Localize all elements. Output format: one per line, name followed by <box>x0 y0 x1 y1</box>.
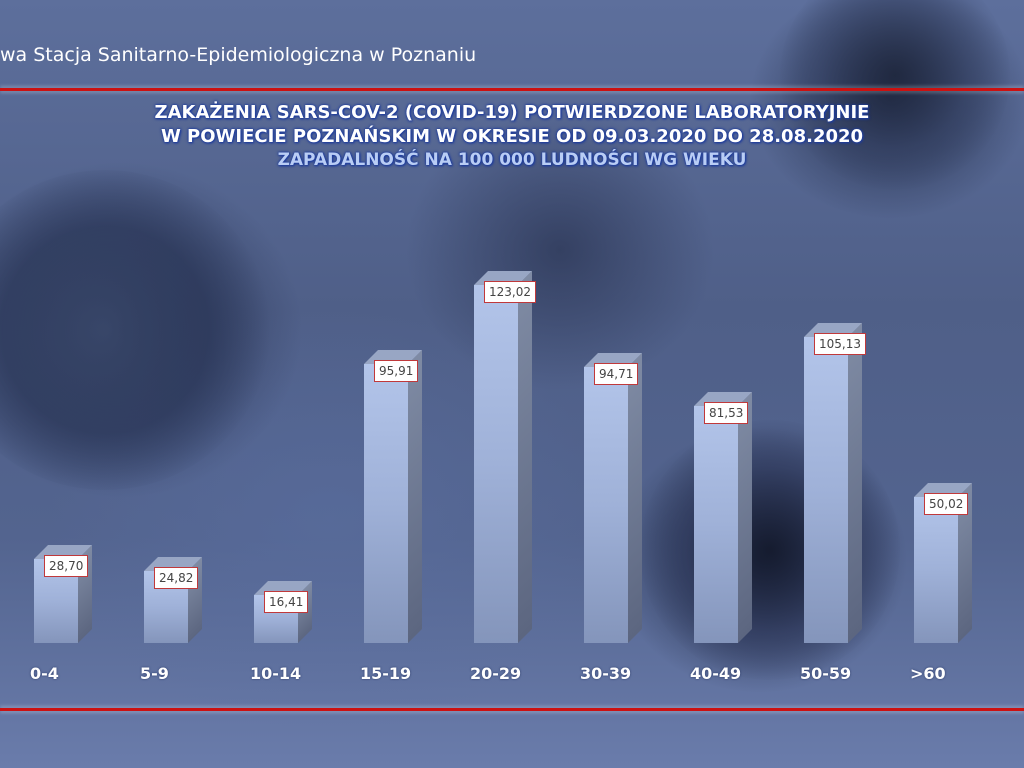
value-label: 95,91 <box>374 360 419 382</box>
bottom-red-rule <box>0 708 1024 711</box>
category-label: 10-14 <box>250 664 302 683</box>
category-label: >60 <box>910 664 946 683</box>
institution-name: wa Stacja Sanitarno-Epidemiologiczna w P… <box>0 44 477 66</box>
value-label: 50,02 <box>924 493 969 515</box>
value-label: 94,71 <box>594 363 639 385</box>
bar-50-59 <box>804 323 864 643</box>
bar-front-face <box>694 406 738 643</box>
bar-side-face <box>738 392 752 643</box>
bar-40-49 <box>694 392 754 643</box>
bar-gt60 <box>914 483 974 643</box>
bar-front-face <box>584 367 628 643</box>
chart-title-line-2: W POWIECIE POZNAŃSKIM W OKRESIE OD 09.03… <box>160 126 864 147</box>
bar-20-29 <box>474 271 534 643</box>
value-label: 123,02 <box>484 281 536 303</box>
value-label: 28,70 <box>44 555 89 577</box>
category-label: 5-9 <box>140 664 169 683</box>
bar-30-39 <box>584 353 644 643</box>
bar-front-face <box>364 364 408 643</box>
bar-front-face <box>914 497 958 643</box>
bar-front-face <box>474 285 518 643</box>
value-label: 81,53 <box>704 402 749 424</box>
virus-background-image-left <box>0 170 270 490</box>
value-label: 105,13 <box>814 333 866 355</box>
value-label: 24,82 <box>154 567 199 589</box>
category-label: 0-4 <box>30 664 59 683</box>
category-label: 20-29 <box>470 664 522 683</box>
bar-side-face <box>408 350 422 643</box>
bar-15-19 <box>364 350 424 643</box>
category-label: 15-19 <box>360 664 412 683</box>
category-label: 30-39 <box>580 664 632 683</box>
bar-side-face <box>848 323 862 643</box>
bar-side-face <box>518 271 532 643</box>
bar-side-face <box>628 353 642 643</box>
chart-title-line-1: ZAKAŻENIA SARS-COV-2 (COVID-19) POTWIERD… <box>154 102 870 123</box>
category-label: 50-59 <box>800 664 852 683</box>
category-label: 40-49 <box>690 664 742 683</box>
chart-subtitle: ZAPADALNOŚĆ NA 100 000 LUDNOŚCI WG WIEKU <box>277 150 747 170</box>
value-label: 16,41 <box>264 591 309 613</box>
top-red-rule <box>0 88 1024 91</box>
bar-front-face <box>804 337 848 643</box>
